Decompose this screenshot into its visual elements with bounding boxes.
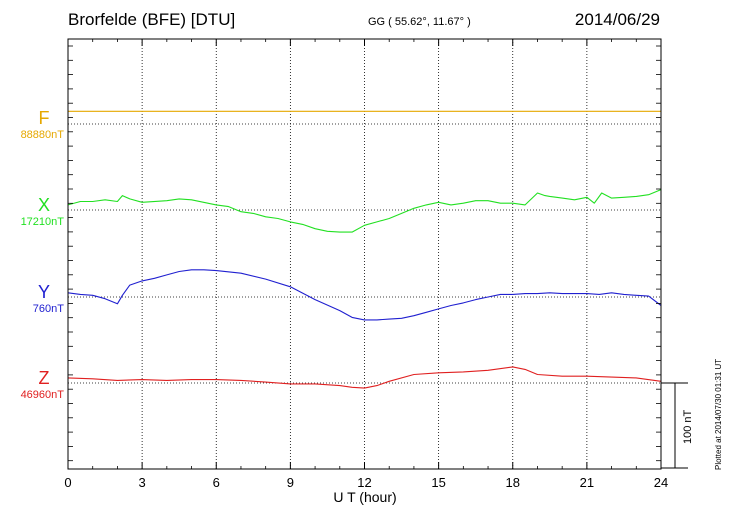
component-letter: Z [38, 368, 50, 388]
series-line-x [67, 189, 662, 233]
x-tick-label: 15 [431, 475, 445, 490]
series-line-y [67, 269, 662, 321]
component-letter: Y [37, 282, 50, 302]
component-letter: X [37, 195, 50, 215]
series-line-z [67, 366, 662, 389]
component-label-f: F 88880nT [0, 108, 64, 141]
component-label-z: Z 46960nT [0, 368, 64, 401]
scale-bar [661, 382, 688, 469]
plot-frame [67, 38, 662, 470]
observation-date: 2014/06/29 [574, 10, 660, 29]
plotted-timestamp: Plotted at 2014/07/30 01:31 UT [714, 358, 723, 470]
x-axis-label: U T (hour) [333, 489, 397, 505]
grid-layer [141, 39, 588, 469]
series-layer [67, 110, 662, 389]
x-tick-label: 18 [506, 475, 520, 490]
x-tick-label: 6 [213, 475, 220, 490]
x-tick-label: 12 [357, 475, 371, 490]
x-tick-label: 3 [139, 475, 146, 490]
station-title: Brorfelde (BFE) [DTU] [68, 10, 236, 29]
component-label-y: Y 760nT [0, 282, 64, 315]
plot-frame-rect [67, 38, 662, 470]
component-label-x: X 17210nT [0, 195, 64, 228]
x-axis-ticks: 0 3 6 9 12 15 18 21 24 [64, 39, 668, 490]
x-tick-label: 21 [580, 475, 594, 490]
x-tick-label: 9 [287, 475, 294, 490]
x-tick-label: 24 [654, 475, 668, 490]
x-tick-label: 0 [64, 475, 71, 490]
station-coordinates: GG ( 55.62°, 11.67° ) [368, 16, 471, 28]
component-baseline-value: 46960nT [20, 389, 64, 401]
component-letter: F [38, 108, 50, 128]
component-baseline-value: 17210nT [20, 216, 64, 228]
component-baseline-value: 760nT [32, 303, 64, 315]
scale-bar-label: 100 nT [682, 409, 694, 444]
component-baseline-value: 88880nT [20, 129, 64, 141]
